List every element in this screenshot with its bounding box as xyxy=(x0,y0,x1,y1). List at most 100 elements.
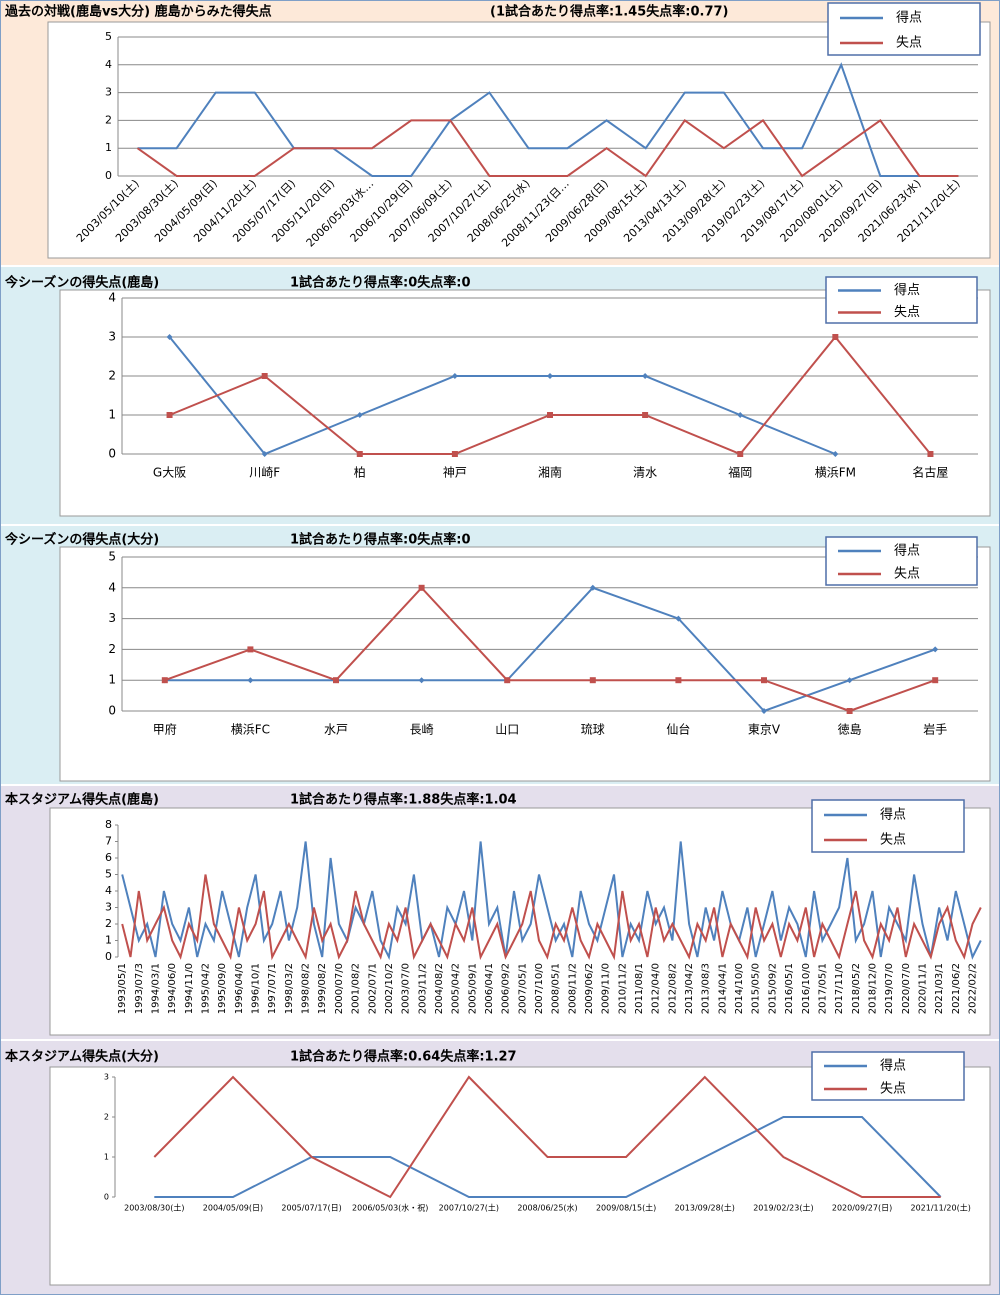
marker xyxy=(589,584,596,591)
y-tick-label: 5 xyxy=(105,30,112,43)
marker xyxy=(927,451,934,457)
x-tick-label: 2002/07/1 xyxy=(367,963,378,1014)
x-tick-label: 2003/07/0 xyxy=(401,963,412,1014)
x-tick-label: 山口 xyxy=(495,723,519,737)
x-tick-label: 2005/07/17(日) xyxy=(281,1204,341,1213)
series-line xyxy=(137,62,959,177)
chart-subtitle: 1試合あたり得点率:0失点率:0 xyxy=(290,275,471,291)
y-tick-label: 4 xyxy=(105,58,112,71)
x-tick-label: 2018/12/0 xyxy=(867,963,878,1014)
x-tick-label: 名古屋 xyxy=(912,465,948,480)
x-tick-label: 琉球 xyxy=(581,723,605,737)
x-tick-label: 2016/05/1 xyxy=(784,963,795,1014)
legend-label: 失点 xyxy=(880,833,906,848)
series-line xyxy=(121,841,982,961)
y-tick-label: 8 xyxy=(105,818,112,831)
x-tick-label: 神戸 xyxy=(443,466,467,480)
x-tick-label: 2006/04/1 xyxy=(484,963,495,1014)
marker xyxy=(166,412,173,418)
x-tick-label: 1994/03/1 xyxy=(151,963,162,1014)
x-tick-label: 2015/05/0 xyxy=(751,963,762,1014)
legend-box xyxy=(827,2,981,56)
x-tick-label: 2013/08/3 xyxy=(701,963,712,1014)
x-tick-label: 1993/07/3 xyxy=(134,963,145,1014)
series-line xyxy=(164,586,936,713)
x-tick-label: 仙台 xyxy=(666,722,690,737)
marker xyxy=(356,412,363,418)
x-tick-label: 横浜FM xyxy=(815,466,856,480)
marker xyxy=(737,412,744,418)
marker xyxy=(261,451,268,457)
y-tick-label: 2 xyxy=(108,642,116,656)
y-tick-label: 0 xyxy=(108,704,116,718)
x-tick-label: 1995/04/2 xyxy=(201,963,212,1014)
x-tick-label: 2008/06/25(水) xyxy=(517,1203,577,1213)
x-tick-label: 2002/10/2 xyxy=(384,963,395,1014)
chart-title: 本スタジアム得失点(大分) xyxy=(5,1049,159,1065)
x-tick-label: 2015/09/2 xyxy=(767,963,778,1014)
x-tick-label: 2016/10/0 xyxy=(801,963,812,1014)
marker xyxy=(761,708,767,714)
x-tick-label: 2021/03/1 xyxy=(934,963,945,1014)
y-tick-label: 5 xyxy=(108,550,116,564)
y-tick-label: 1 xyxy=(105,141,112,154)
legend-label: 得点 xyxy=(894,543,920,559)
x-tick-label: 2000/07/0 xyxy=(334,963,345,1014)
series-line xyxy=(121,874,982,961)
x-tick-label: 2011/08/1 xyxy=(634,963,645,1014)
y-tick-label: 4 xyxy=(108,580,116,594)
y-tick-label: 1 xyxy=(108,673,116,687)
chart-subtitle: 1試合あたり得点率:0.64失点率:1.27 xyxy=(290,1049,517,1065)
marker xyxy=(846,677,853,684)
x-tick-label: 2007/10/0 xyxy=(534,963,545,1014)
x-tick-label: 徳島 xyxy=(838,722,862,737)
y-tick-label: 0 xyxy=(105,169,112,182)
x-tick-label: 2008/11/2 xyxy=(567,963,578,1014)
x-tick-label: 長崎 xyxy=(410,723,434,737)
x-tick-label: 2005/09/1 xyxy=(467,963,478,1014)
series-line xyxy=(136,119,959,178)
x-tick-label: 2021/06/2 xyxy=(951,963,962,1014)
x-tick-label: 2014/04/1 xyxy=(717,963,728,1014)
chart-title: 本スタジアム得失点(鹿島) xyxy=(5,792,159,808)
x-tick-label: 2006/09/2 xyxy=(501,963,512,1014)
y-tick-label: 2 xyxy=(105,917,112,930)
y-tick-label: 0 xyxy=(104,1193,109,1202)
y-tick-label: 4 xyxy=(105,884,112,897)
x-tick-label: 2004/05/09(日) xyxy=(203,1204,263,1213)
legend-label: 得点 xyxy=(896,10,922,26)
marker xyxy=(418,584,425,591)
x-tick-label: 2017/05/1 xyxy=(817,963,828,1014)
y-tick-label: 0 xyxy=(108,447,116,461)
x-tick-label: 1996/04/0 xyxy=(234,963,245,1014)
legend-label: 失点 xyxy=(880,1082,906,1097)
x-tick-label: 1998/08/2 xyxy=(301,963,312,1014)
x-tick-label: 2021/11/20(土) xyxy=(911,1203,971,1213)
x-tick-label: 2012/04/0 xyxy=(651,963,662,1014)
legend-label: 得点 xyxy=(880,1058,906,1074)
marker xyxy=(832,334,839,340)
chart-subtitle: 1試合あたり得点率:1.88失点率:1.04 xyxy=(290,792,517,808)
x-tick-label: 2017/11/0 xyxy=(834,963,845,1014)
x-tick-label: 横浜FC xyxy=(231,723,270,737)
marker xyxy=(737,451,744,457)
marker xyxy=(675,615,682,622)
y-tick-label: 2 xyxy=(104,1113,109,1122)
x-tick-label: 岩手 xyxy=(923,722,947,737)
x-tick-label: 2014/10/0 xyxy=(734,963,745,1014)
legend-label: 得点 xyxy=(880,807,906,823)
x-tick-label: 2003/11/2 xyxy=(417,963,428,1014)
marker xyxy=(418,677,425,684)
x-tick-label: 2012/08/2 xyxy=(667,963,678,1014)
chart-area xyxy=(59,289,991,517)
x-tick-label: 2018/05/2 xyxy=(851,963,862,1014)
marker xyxy=(932,677,939,684)
y-tick-label: 6 xyxy=(105,851,112,864)
chart-title: 今シーズンの得失点(鹿島) xyxy=(4,275,159,291)
marker xyxy=(356,451,363,457)
marker xyxy=(642,373,649,379)
marker xyxy=(451,373,458,379)
x-tick-label: 2009/06/2 xyxy=(584,963,595,1014)
x-tick-label: 湘南 xyxy=(538,465,562,480)
marker xyxy=(166,334,173,340)
